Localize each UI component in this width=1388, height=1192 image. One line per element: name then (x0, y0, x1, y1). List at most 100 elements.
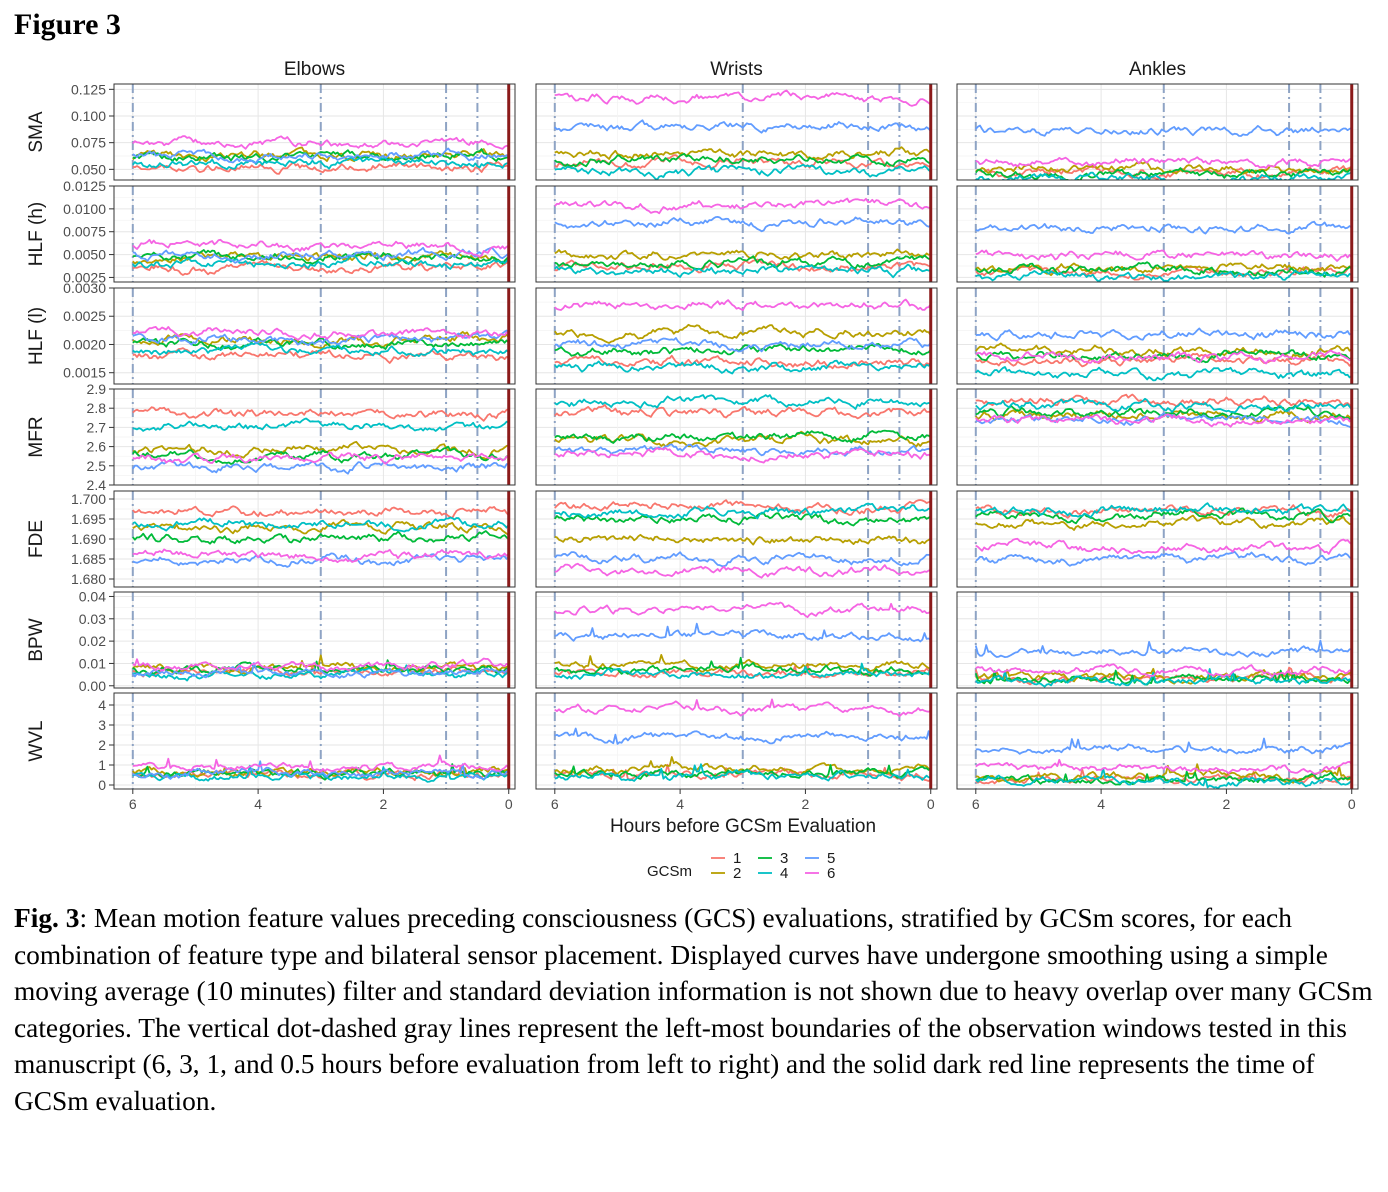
x-tick-label: 0 (1348, 796, 1356, 812)
series-line-gcsm-3 (975, 349, 1353, 364)
y-tick-label: 2.8 (87, 400, 107, 416)
y-tick-label: 0.01 (79, 655, 106, 671)
y-tick-label: 2.6 (87, 439, 107, 455)
panel-border (956, 185, 1359, 283)
series-group (554, 698, 932, 782)
series-line-gcsm-1 (975, 393, 1353, 408)
series-group (975, 124, 1353, 180)
series-line-gcsm-6 (975, 663, 1352, 678)
panel-border (956, 83, 1359, 181)
series-line-gcsm-3 (132, 249, 510, 265)
y-tick-label: 0.050 (71, 161, 106, 177)
panel-border (956, 591, 1359, 689)
panel-hlf-h-wrists (535, 185, 938, 283)
panel-border (113, 388, 516, 486)
y-tick-label: 2.9 (87, 381, 107, 397)
series-group (975, 220, 1353, 282)
series-line-gcsm-2 (975, 763, 1353, 784)
y-tick-label: 0 (98, 777, 106, 793)
legend-label-gcsm-1: 1 (733, 850, 741, 867)
y-tick-label: 0.0100 (63, 201, 106, 217)
panel-wvl-elbows (113, 692, 516, 790)
series-line-gcsm-6 (132, 657, 510, 672)
series-line-gcsm-4 (554, 662, 932, 680)
y-tick-label: 1 (98, 757, 106, 773)
series-line-gcsm-5 (554, 215, 932, 233)
x-tick-label: 0 (505, 796, 513, 812)
y-tick-label: 0.0020 (63, 336, 106, 352)
y-tick-label: 0.04 (79, 588, 106, 604)
series-line-gcsm-2 (975, 262, 1353, 277)
series-line-gcsm-4 (554, 359, 932, 375)
panel-border (113, 591, 516, 689)
series-group (554, 197, 932, 279)
facet-layer: Elbows Wrists Ankles SMA 0.125 0.100 0.075 0.05… (26, 59, 1359, 837)
panel-border (956, 388, 1359, 486)
y-tick-label: 0.0125 (63, 178, 106, 194)
legend-label-gcsm-3: 3 (780, 850, 788, 867)
series-line-gcsm-4 (975, 502, 1352, 519)
x-tick-label: 4 (1097, 796, 1105, 812)
series-line-gcsm-4 (554, 394, 932, 410)
series-line-gcsm-4 (975, 397, 1353, 414)
series-line-gcsm-4 (554, 163, 932, 180)
panel-border (956, 692, 1359, 790)
series-line-gcsm-6 (132, 451, 509, 465)
series-line-gcsm-2 (975, 514, 1352, 531)
series-line-gcsm-1 (554, 404, 931, 420)
series-line-gcsm-6 (132, 754, 510, 773)
series-line-gcsm-5 (974, 639, 1352, 658)
panel-border (535, 287, 938, 385)
series-line-gcsm-4 (554, 763, 931, 782)
y-tick-label: 0.125 (71, 81, 106, 97)
row-label-hlf-l: HLF (l) (26, 307, 47, 365)
series-line-gcsm-1 (975, 165, 1353, 180)
row-label-wvl: WVL (26, 720, 47, 761)
panel-mfr-ankles (956, 388, 1359, 486)
series-line-gcsm-1 (975, 352, 1353, 368)
series-line-gcsm-6 (132, 135, 509, 150)
y-tick-label: 0.0075 (63, 224, 106, 240)
figure-caption: Fig. 3: Mean motion feature values prece… (14, 900, 1374, 1119)
panel-wvl-ankles (956, 692, 1359, 790)
series-line-gcsm-6 (554, 562, 932, 579)
series-line-gcsm-2 (554, 146, 932, 160)
panel-border (113, 287, 516, 385)
series-line-gcsm-5 (554, 727, 932, 745)
row-label-hlf-h: HLF (h) (26, 202, 47, 266)
series-line-gcsm-3 (975, 770, 1352, 786)
series-line-gcsm-1 (132, 347, 509, 364)
series-group (132, 505, 510, 568)
panel-sma-elbows (113, 83, 516, 181)
y-tick-label: 0.075 (71, 135, 106, 151)
series-group (132, 654, 510, 682)
y-tick-label: 0.00 (79, 678, 106, 694)
y-tick-label: 0.0025 (63, 308, 106, 324)
series-group (132, 238, 510, 276)
series-group (975, 737, 1353, 789)
y-tick-label: 0.0015 (63, 365, 106, 381)
y-tick-label: 1.690 (71, 531, 106, 547)
panel-border (535, 83, 938, 181)
series-group (132, 325, 510, 364)
series-line-gcsm-3 (975, 167, 1353, 180)
series-line-gcsm-6 (554, 698, 932, 718)
series-line-gcsm-3 (975, 261, 1353, 278)
panel-border (535, 490, 938, 588)
series-line-gcsm-5 (132, 147, 510, 164)
series-line-gcsm-4 (554, 502, 931, 520)
panel-mfr-wrists (535, 388, 938, 486)
panel-mfr-elbows (113, 388, 516, 486)
caption-text: : Mean motion feature values preceding c… (14, 903, 1373, 1116)
panel-background (957, 693, 1358, 789)
series-line-gcsm-1 (132, 664, 510, 678)
series-line-gcsm-5 (975, 327, 1353, 342)
y-tick-label: 4 (98, 697, 106, 713)
x-tick-label: 2 (802, 796, 810, 812)
series-line-gcsm-6 (975, 156, 1353, 169)
series-line-gcsm-1 (132, 161, 509, 175)
y-tick-label: 2.4 (87, 477, 107, 493)
series-line-gcsm-3 (554, 152, 932, 168)
series-line-gcsm-1 (554, 499, 931, 516)
x-tick-label: 4 (676, 796, 684, 812)
